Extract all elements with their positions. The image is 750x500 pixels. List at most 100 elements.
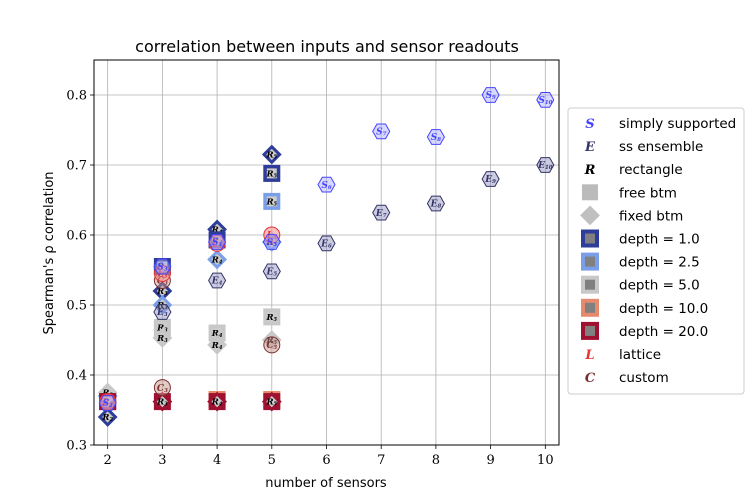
- y-tick-label: 0.3: [66, 439, 87, 454]
- data-point: R3: [152, 328, 173, 348]
- diamond-marker-inner: [211, 339, 223, 351]
- data-point: R4: [207, 335, 227, 355]
- data-point: S2: [98, 395, 117, 411]
- legend-letter-icon: S: [585, 117, 594, 132]
- custom-glyph: C3: [157, 384, 168, 394]
- data-point: R3: [152, 391, 173, 412]
- rectangle-glyph: R3: [156, 323, 168, 333]
- legend-depth-icon-inner: [585, 256, 595, 267]
- data-point: S6: [317, 176, 336, 193]
- ss-ensemble-glyph: E6: [320, 240, 332, 250]
- x-tick-label: 3: [158, 453, 166, 468]
- data-point: S3: [153, 258, 172, 275]
- legend-label: depth = 1.0: [619, 232, 700, 248]
- diamond-marker-inner: [211, 253, 223, 266]
- legend-label: fixed btm: [619, 208, 683, 224]
- y-tick-label: 0.5: [66, 299, 87, 314]
- x-tick-label: 8: [432, 453, 440, 468]
- diamond-marker-inner: [266, 148, 278, 161]
- legend-item: depth = 2.5: [581, 252, 700, 271]
- legend-item: free btm: [582, 184, 677, 201]
- ss-ensemble-glyph: E4: [211, 277, 223, 287]
- diamond-marker-inner: [156, 332, 169, 344]
- legend-item: depth = 10.0: [581, 298, 708, 317]
- hexagon-marker: [481, 171, 500, 187]
- hexagon-marker: [426, 195, 445, 212]
- x-tick-label: 7: [377, 453, 385, 468]
- data-point: S8: [426, 129, 445, 145]
- data-point: R5: [263, 164, 281, 182]
- rectangle-glyph: R4: [211, 398, 223, 408]
- rectangle-glyph: R3: [156, 334, 168, 344]
- square-marker-inner: [212, 328, 223, 338]
- hexagon-marker: [426, 129, 445, 145]
- square-marker-inner: [266, 311, 277, 322]
- data-point: E8: [426, 195, 445, 212]
- legend-label: free btm: [619, 185, 677, 201]
- diamond-marker-inner: [266, 395, 278, 408]
- rectangle-glyph: R2: [101, 413, 113, 423]
- legend-label: depth = 20.0: [619, 324, 708, 340]
- simply-supported-glyph: S2: [103, 399, 114, 409]
- diamond-marker-inner: [156, 395, 169, 408]
- ss-ensemble-glyph: E10: [537, 161, 553, 171]
- diamond-marker-inner: [211, 395, 223, 408]
- hexagon-marker: [317, 235, 336, 252]
- hexagon-marker: [481, 87, 500, 103]
- y-tick-label: 0.4: [66, 369, 87, 384]
- data-point: E6: [317, 235, 336, 252]
- square-marker-inner: [157, 322, 168, 333]
- circle-marker: [263, 336, 281, 354]
- data-point: S10: [536, 92, 555, 108]
- y-tick-label: 0.8: [66, 89, 87, 104]
- data-point: R4: [207, 249, 227, 270]
- square-marker-inner: [266, 196, 277, 207]
- simply-supported-glyph: S10: [538, 96, 552, 106]
- legend-label: custom: [619, 370, 669, 386]
- legend-label: ss ensemble: [619, 139, 703, 155]
- legend-depth-icon-inner: [585, 279, 595, 290]
- custom-glyph: C5: [266, 341, 277, 351]
- legend-label: rectangle: [619, 162, 683, 178]
- y-tick-label: 0.7: [66, 159, 87, 174]
- lattice-glyph: L3: [156, 270, 167, 280]
- legend-frame: [567, 107, 745, 395]
- legend-label: depth = 10.0: [619, 301, 708, 317]
- legend-depth-icon-inner: [585, 325, 595, 336]
- circle-marker: [153, 379, 171, 397]
- hexagon-marker: [372, 204, 391, 221]
- legend-label: lattice: [619, 347, 661, 363]
- hexagon-marker: [536, 157, 555, 173]
- legend-letter-icon: R: [584, 163, 596, 178]
- axis-ticks: 2 3 4 5 6 7 8 9 10 0.3 0.4 0.5 0.6 0.7 0.8: [66, 89, 553, 469]
- hexagon-marker: [372, 123, 391, 140]
- legend-item: depth = 20.0: [581, 321, 708, 340]
- simply-supported-glyph: S9: [485, 91, 496, 101]
- y-axis-label: Spearman's ρ correlation: [42, 171, 57, 334]
- square-marker-inner: [266, 168, 277, 179]
- hexagon-marker: [208, 272, 227, 289]
- simply-supported-glyph: S3: [157, 263, 168, 273]
- legend-letter-icon: C: [585, 371, 596, 386]
- x-tick-label: 5: [268, 453, 276, 468]
- x-tick-label: 2: [104, 453, 112, 468]
- data-point: E7: [372, 204, 391, 221]
- data-marks: R2R2R2R2R2R3R3R3R3R3R3R3R4R4R4R4R4R4R4R4…: [97, 87, 555, 427]
- hexagon-marker: [317, 176, 336, 193]
- data-point: R4: [207, 391, 227, 412]
- legend-item: depth = 5.0: [581, 275, 700, 294]
- simply-supported-glyph: S7: [376, 128, 387, 138]
- lattice-glyph: L2: [102, 398, 113, 408]
- hexagon-marker: [536, 92, 555, 108]
- legend-label: simply supported: [619, 116, 736, 132]
- data-point: E9: [481, 171, 500, 187]
- x-axis-label: number of sensors: [265, 476, 387, 491]
- x-tick-label: 4: [213, 453, 221, 468]
- rectangle-glyph: R4: [211, 329, 223, 339]
- rectangle-glyph: R4: [211, 255, 223, 265]
